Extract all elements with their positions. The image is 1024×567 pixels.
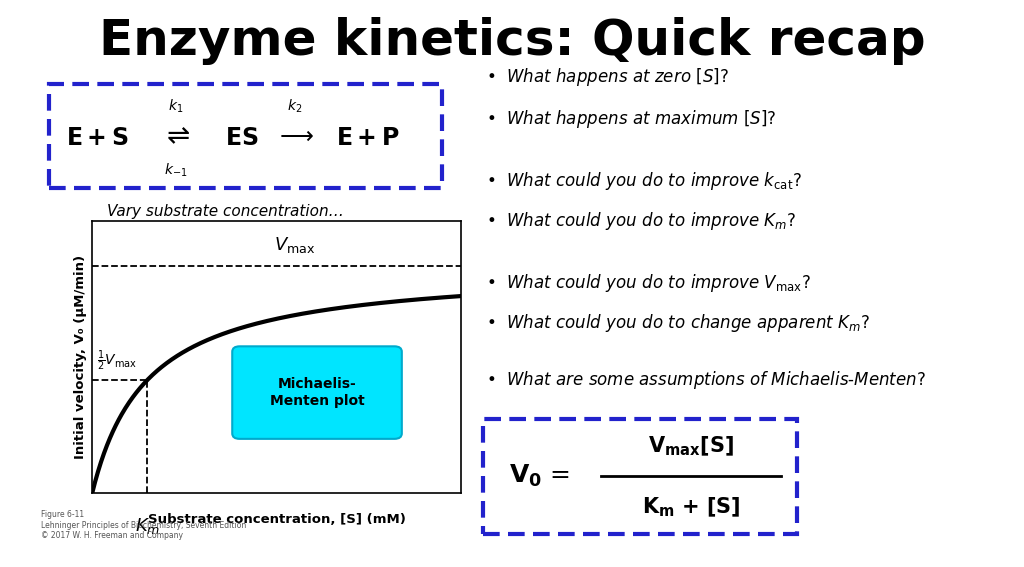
- Text: •  $\mathit{What\ happens\ at\ zero\ [S]?}$: • $\mathit{What\ happens\ at\ zero\ [S]?…: [486, 66, 729, 87]
- Text: Figure 6-11
Lehninger Principles of Biochemistry, Seventh Edition
© 2017 W. H. F: Figure 6-11 Lehninger Principles of Bioc…: [41, 510, 246, 540]
- Text: $\mathbf{V_{max}}$[S]: $\mathbf{V_{max}}$[S]: [648, 435, 733, 458]
- Text: $\longrightarrow$: $\longrightarrow$: [275, 124, 314, 148]
- FancyBboxPatch shape: [482, 419, 798, 534]
- Text: $k_{-1}$: $k_{-1}$: [165, 162, 187, 179]
- Text: $\mathbf{E + P}$: $\mathbf{E + P}$: [336, 126, 399, 150]
- Text: $\rightleftharpoons$: $\rightleftharpoons$: [162, 122, 190, 150]
- Text: $\mathbf{ES}$: $\mathbf{ES}$: [225, 126, 259, 150]
- Text: Enzyme kinetics: Quick recap: Enzyme kinetics: Quick recap: [98, 17, 926, 65]
- Text: •  $\mathit{What\ happens\ at\ maximum\ [S]?}$: • $\mathit{What\ happens\ at\ maximum\ […: [486, 108, 777, 130]
- Text: $\mathbf{E + S}$: $\mathbf{E + S}$: [66, 126, 128, 150]
- Text: •  $\mathit{What\ could\ you\ do\ to\ improve\ }K_m\mathit{?}$: • $\mathit{What\ could\ you\ do\ to\ imp…: [486, 210, 797, 232]
- X-axis label: Substrate concentration, [S] (mM): Substrate concentration, [S] (mM): [147, 513, 406, 526]
- Y-axis label: Initial velocity, V₀ (μM/min): Initial velocity, V₀ (μM/min): [74, 255, 87, 459]
- Text: Vary substrate concentration…: Vary substrate concentration…: [106, 204, 344, 219]
- Text: $k_1$: $k_1$: [169, 98, 183, 115]
- Text: •  $\mathit{What\ could\ you\ do\ to\ change\ apparent\ }K_m\mathit{?}$: • $\mathit{What\ could\ you\ do\ to\ cha…: [486, 312, 870, 334]
- Text: $\mathbf{V_0}$ =: $\mathbf{V_0}$ =: [509, 463, 569, 489]
- Text: $\mathit{V}_\mathrm{max}$: $\mathit{V}_\mathrm{max}$: [274, 235, 315, 255]
- Text: $\mathit{K}_m$: $\mathit{K}_m$: [135, 516, 160, 536]
- Text: $\mathregular{\frac{1}{2}}V_\mathrm{max}$: $\mathregular{\frac{1}{2}}V_\mathrm{max}…: [96, 349, 137, 373]
- Text: $k_2$: $k_2$: [288, 98, 302, 115]
- FancyBboxPatch shape: [49, 84, 442, 188]
- FancyBboxPatch shape: [232, 346, 401, 439]
- Text: $\mathbf{K_m}$ + [S]: $\mathbf{K_m}$ + [S]: [641, 496, 740, 519]
- Text: •  $\mathit{What\ are\ some\ assumptions\ of\ Michaelis\text{-}Menten?}$: • $\mathit{What\ are\ some\ assumptions\…: [486, 369, 927, 391]
- Text: •  $\mathit{What\ could\ you\ do\ to\ improve\ }k_\mathrm{cat}\mathit{?}$: • $\mathit{What\ could\ you\ do\ to\ imp…: [486, 171, 802, 192]
- Text: Michaelis-
Menten plot: Michaelis- Menten plot: [269, 378, 365, 408]
- Text: •  $\mathit{What\ could\ you\ do\ to\ improve\ }V_\mathrm{max}\mathit{?}$: • $\mathit{What\ could\ you\ do\ to\ imp…: [486, 273, 811, 294]
